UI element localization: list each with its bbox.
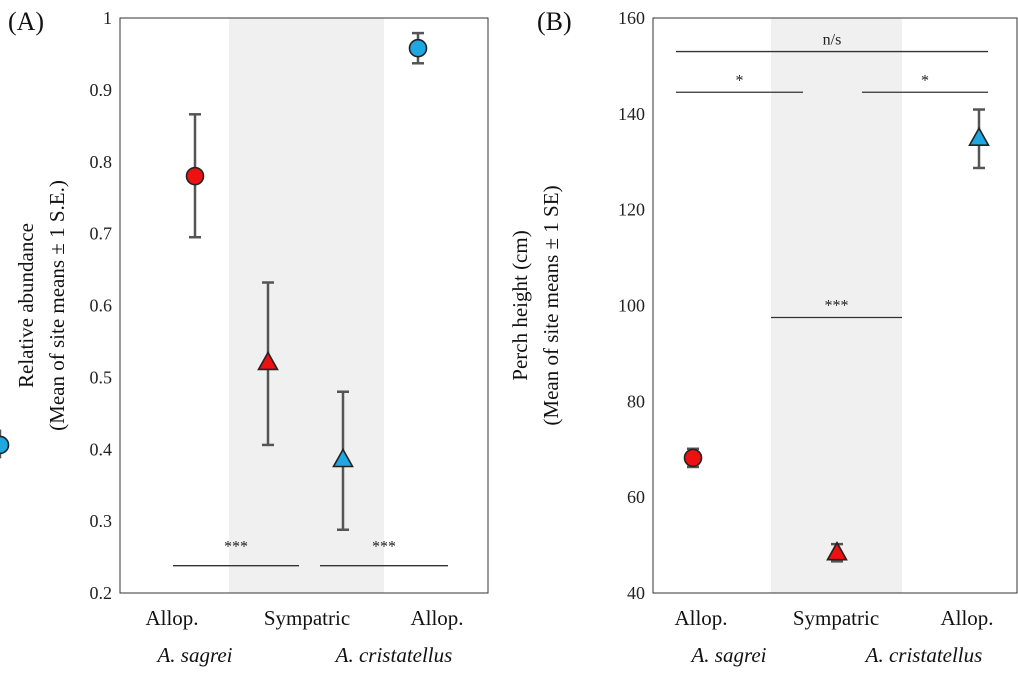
data-point [408, 31, 428, 65]
significance-label: *** [372, 539, 396, 556]
data-point [257, 281, 279, 447]
category-label: Sympatric [264, 606, 350, 630]
y-tick-label: 60 [627, 487, 645, 507]
y-axis-label: Perch height (cm) [508, 230, 532, 380]
data-point [683, 447, 703, 469]
panel-a: 0.2 0.3 0.4 0.5 0.6 0.7 0.8 0.9 1 (A) Relative abu… [8, 7, 489, 667]
significance-label: *** [224, 539, 248, 556]
y-tick-label: 100 [618, 296, 645, 316]
significance-label: * [921, 72, 929, 89]
category-label: Allop. [674, 606, 727, 630]
y-tick-label: 0.6 [90, 296, 113, 316]
circle-marker [185, 166, 205, 186]
data-point [0, 429, 10, 459]
data-point [968, 108, 990, 170]
circle-marker [683, 448, 703, 468]
y-tick-label: 0.7 [90, 224, 113, 244]
plot-frame [652, 17, 1018, 594]
y-tick-label: 0.2 [90, 583, 113, 603]
sympatric-shading [771, 18, 902, 593]
significance-label: * [736, 72, 744, 89]
y-axis-label: (Mean of site means ± 1 SE) [539, 185, 563, 425]
circle-marker [408, 38, 428, 58]
y-tick-label: 0.4 [90, 439, 113, 459]
triangle-marker [968, 126, 990, 147]
y-tick-label: 0.9 [90, 80, 113, 100]
data-point [185, 113, 205, 239]
significance-label: n/s [823, 32, 842, 49]
species-label: A. sagrei [689, 643, 766, 667]
y-tick-label: 0.3 [90, 511, 113, 531]
category-label: Allop. [410, 606, 463, 630]
y-tick-label: 1 [103, 8, 112, 28]
category-label: Allop. [940, 606, 993, 630]
species-label: A. cristatellus [864, 643, 983, 667]
y-tick-label: 40 [627, 583, 645, 603]
triangle-marker [257, 350, 279, 371]
plot-frame [119, 17, 489, 594]
y-tick-label: 80 [627, 391, 645, 411]
species-label: A. cristatellus [334, 643, 453, 667]
y-tick-label: 160 [618, 8, 645, 28]
y-axis-label: Relative abundance [14, 223, 38, 388]
y-axis-label: (Mean of site means ± 1 S.E.) [45, 180, 69, 431]
panel-label: (A) [8, 7, 44, 36]
y-tick-label: 0.8 [90, 152, 113, 172]
y-tick-label: 120 [618, 200, 645, 220]
category-label: Sympatric [793, 606, 879, 630]
y-tick-label: 0.5 [90, 367, 113, 387]
panel-b: 40 60 80 100 120 140 160 (B) Perch height (cm) (M… [0, 7, 1018, 667]
triangle-marker [826, 541, 848, 561]
significance-label: *** [825, 297, 849, 314]
triangle-marker [332, 447, 354, 468]
category-label: Allop. [145, 606, 198, 630]
sympatric-shading [229, 18, 384, 593]
y-tick-label: 140 [618, 104, 645, 124]
circle-marker [0, 435, 10, 455]
species-label: A. sagrei [155, 643, 232, 667]
data-point [332, 390, 354, 531]
data-point [826, 541, 848, 563]
panel-label: (B) [537, 7, 572, 36]
